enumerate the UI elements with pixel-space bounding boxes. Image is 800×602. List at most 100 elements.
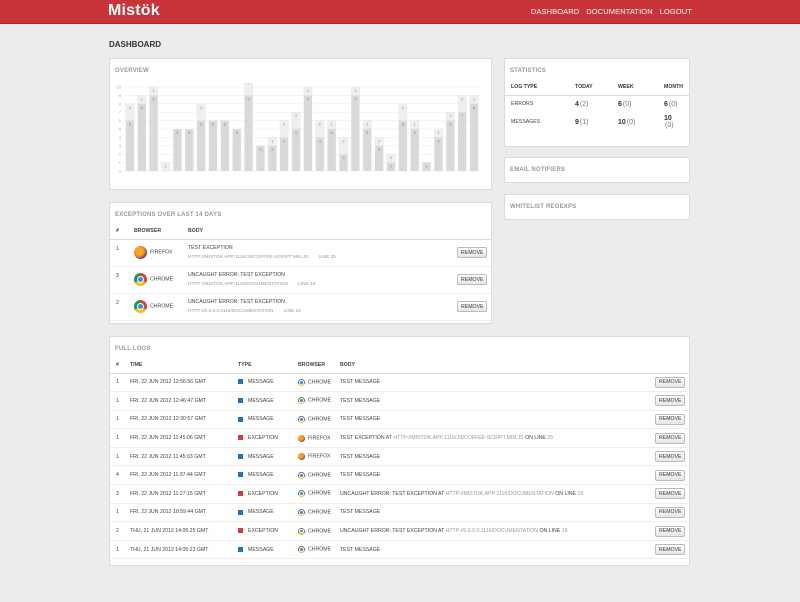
chart-bar[interactable] — [280, 137, 289, 171]
remove-button[interactable]: REMOVE — [655, 544, 686, 556]
chart-bar-stack[interactable] — [291, 112, 301, 130]
chart-bar[interactable] — [244, 95, 253, 171]
log-url[interactable]: HTTP://0.0.0.0:1116/DOCUMENTATION — [445, 528, 539, 535]
chart-bar[interactable] — [220, 120, 230, 171]
chart-bar-stack[interactable] — [327, 120, 337, 130]
chart-bar[interactable] — [434, 137, 443, 171]
chrome-icon — [298, 527, 305, 535]
chart-bar-stack[interactable] — [267, 137, 277, 147]
nav-dashboard[interactable]: DASHBOARD — [530, 7, 580, 16]
bar-stack-value-label: 1 — [473, 96, 476, 101]
chart-bar-stack[interactable] — [410, 120, 420, 130]
remove-button[interactable]: REMOVE — [655, 376, 686, 388]
overview-panel: OVERVIEW 0 1 2 3 4 5 6 7 8 9 10 6 2 8 1 9 1 1 5 5 6 2 6 6 5 9 2 3 3 1… — [109, 58, 492, 190]
chart-bar[interactable] — [232, 129, 241, 171]
chart-bar[interactable] — [363, 129, 372, 171]
chart-bar[interactable] — [422, 162, 431, 171]
chart-bar[interactable] — [268, 145, 277, 171]
log-line-number: 19 — [577, 490, 584, 497]
chart-bar[interactable] — [291, 129, 301, 171]
remove-button[interactable]: REMOVE — [655, 395, 686, 407]
exception-type-icon — [238, 528, 243, 534]
log-row: 2 THU, 21 JUN 2012 14:05:25 GMT EXCEPTION C… — [110, 521, 689, 541]
firefox-icon — [298, 453, 305, 461]
log-time: THU, 21 JUN 2012 14:05:25 GMT — [124, 521, 232, 541]
email-notifiers-title[interactable]: EMAIL NOTIFIERS — [510, 167, 566, 173]
y-tick-label: 0 — [119, 169, 122, 174]
log-url[interactable]: HTTP://MISTOK.APP:1116/DOCUMENTATION — [445, 490, 554, 497]
chrome-icon — [134, 273, 147, 286]
log-url[interactable]: HTTP://MISTOK.APP:1116/JS/COFFEE-SCRIPT.… — [393, 435, 524, 442]
chart-bar-stack[interactable] — [457, 95, 467, 113]
chart-bar[interactable] — [137, 103, 146, 171]
chart-bar-stack[interactable] — [398, 103, 408, 121]
remove-button[interactable]: REMOVE — [655, 506, 686, 518]
chart-bar[interactable] — [256, 145, 265, 171]
remove-button[interactable]: REMOVE — [655, 488, 686, 500]
chart-bar[interactable] — [398, 120, 408, 171]
log-time: FRI, 22 JUN 2012 10:59:44 GMT — [124, 503, 232, 523]
bar-stack-value-label: 2 — [200, 105, 203, 110]
remove-button[interactable]: REMOVE — [457, 247, 488, 258]
chart-bar[interactable] — [327, 129, 336, 171]
chart-bar-stack[interactable] — [125, 103, 135, 121]
log-row: 1 THU, 21 JUN 2012 14:05:23 GMT MESSAGE CHR… — [110, 540, 689, 560]
stat-col-week: WEEK — [612, 79, 658, 96]
chart-bar-stack[interactable] — [386, 153, 396, 163]
overview-chart: 0 1 2 3 4 5 6 7 8 9 10 6 2 8 1 9 1 1 5 5 6 2 6 6 5 9 2 3 3 1 4 2 5 2 9 1 4 2 5… — [117, 83, 480, 174]
chart-bar-stack[interactable] — [149, 86, 159, 96]
exception-url[interactable]: HTTP://MISTOK.APP:1116/DOCUMENTATION — [188, 282, 289, 287]
remove-button[interactable]: REMOVE — [457, 301, 488, 312]
chart-bar-stack[interactable] — [137, 95, 147, 104]
whitelist-title[interactable]: WHITELIST REGEXPS — [510, 204, 577, 210]
chart-bar[interactable] — [351, 95, 360, 171]
chart-bar[interactable] — [208, 120, 218, 171]
chart-bar[interactable] — [185, 129, 194, 171]
chart-bar[interactable] — [386, 162, 396, 171]
chart-bar-stack[interactable] — [339, 137, 348, 155]
chart-bar[interactable] — [303, 95, 313, 171]
chart-bar[interactable] — [458, 112, 467, 171]
chart-bar[interactable] — [410, 129, 419, 171]
chart-bar-stack[interactable] — [315, 120, 325, 138]
chart-bar-stack[interactable] — [196, 103, 206, 121]
remove-button[interactable]: REMOVE — [655, 413, 686, 425]
chart-bar-stack[interactable] — [469, 95, 479, 104]
exception-url[interactable]: HTTP://MISTOK.APP:1116/JS/COFFEE-SCRIPT.… — [188, 255, 309, 260]
chart-bar[interactable] — [446, 120, 455, 171]
nav-documentation[interactable]: DOCUMENTATION — [586, 7, 653, 16]
chart-bar-stack[interactable] — [351, 86, 360, 96]
chart-bar[interactable] — [339, 154, 348, 171]
remove-button[interactable]: REMOVE — [655, 469, 686, 481]
log-time: FRI, 22 JUN 2012 11:45:06 GMT — [124, 428, 232, 448]
remove-button[interactable]: REMOVE — [655, 451, 686, 463]
statistics-title: STATISTICS — [510, 68, 547, 74]
nav-logout[interactable]: LOGOUT — [659, 7, 692, 16]
chart-bar-stack[interactable] — [362, 120, 372, 130]
remove-button[interactable]: REMOVE — [655, 432, 686, 444]
bar-value-label: 6 — [224, 122, 227, 127]
log-time: FRI, 22 JUN 2012 12:56:56 GMT — [124, 373, 232, 393]
chart-bar[interactable] — [315, 137, 324, 171]
exception-row: 2 CHROME UNCAUGHT ERROR: TEST EXCEPTION HTT… — [110, 293, 491, 321]
chart-bar-stack[interactable] — [303, 86, 313, 96]
chart-bar[interactable] — [374, 145, 384, 171]
chart-bar-stack[interactable] — [445, 112, 455, 121]
chart-bar[interactable] — [173, 129, 182, 171]
exception-url[interactable]: HTTP://0.0.0.0:1116/DOCUMENTATION — [188, 309, 274, 314]
chart-bar[interactable] — [469, 103, 479, 171]
exception-row: 3 CHROME UNCAUGHT ERROR: TEST EXCEPTION HTT… — [110, 266, 491, 294]
chart-bar-stack[interactable] — [374, 137, 384, 147]
chart-bar[interactable] — [196, 120, 206, 171]
bar-value-label: 5 — [331, 130, 334, 135]
chart-bar[interactable] — [149, 95, 158, 171]
chart-bar-stack[interactable] — [244, 83, 253, 96]
remove-button[interactable]: REMOVE — [457, 274, 488, 285]
remove-button[interactable]: REMOVE — [655, 525, 686, 537]
chart-bar[interactable] — [125, 120, 135, 171]
chart-bar-stack[interactable] — [279, 120, 289, 138]
brand-logo[interactable]: Mistök — [108, 2, 160, 19]
chart-bar-stack[interactable] — [434, 128, 443, 138]
log-type: MESSAGE — [248, 379, 274, 386]
chart-bar-stack[interactable] — [161, 162, 170, 172]
